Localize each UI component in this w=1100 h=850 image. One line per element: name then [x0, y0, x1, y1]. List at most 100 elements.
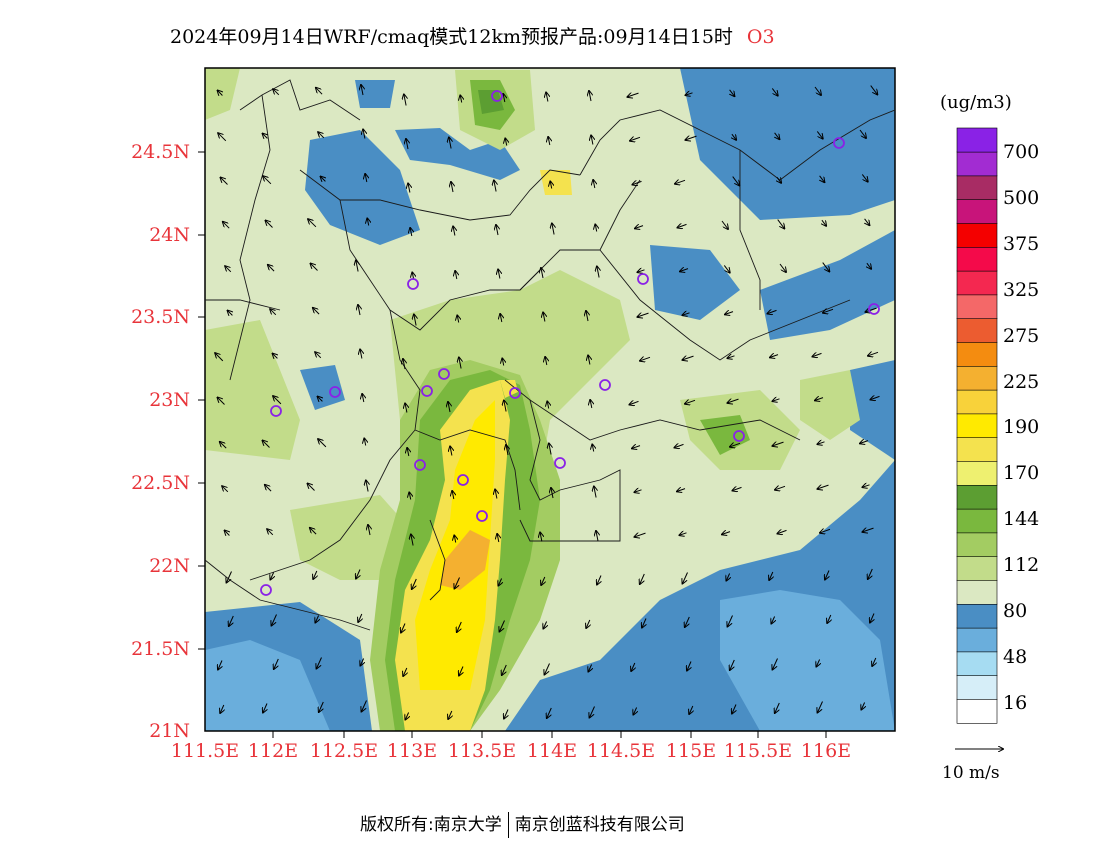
colorbar-swatch [956, 698, 998, 724]
wind-arrow [822, 262, 830, 272]
wind-arrow [593, 180, 595, 189]
wind-arrow [263, 703, 267, 713]
colorbar-label: 500 [1003, 187, 1040, 209]
colorbar-swatch [956, 556, 998, 581]
wind-arrow [686, 136, 697, 140]
lon-label: 114E [526, 740, 578, 762]
wind-arrow [861, 174, 867, 181]
colorbar-label: 325 [1003, 279, 1040, 301]
wind-arrow [270, 572, 273, 580]
wind-arrow [638, 270, 645, 272]
wind-arrow [408, 184, 410, 193]
wind-arrow [816, 131, 822, 138]
wind-arrow [503, 94, 505, 103]
colorbar-swatch [956, 603, 998, 629]
wind-arrow [459, 358, 461, 369]
wind-arrow [274, 658, 279, 669]
station-marker [599, 379, 611, 391]
wind-arrow [870, 85, 878, 95]
wind-arrow [773, 658, 778, 670]
colorbar-swatch [956, 413, 998, 439]
lat-label: 21N [149, 720, 190, 742]
blob-mid-east [650, 245, 740, 320]
wind-arrow [859, 129, 866, 138]
wind-arrow [506, 445, 508, 456]
wind-arrow [586, 311, 588, 322]
wind-arrow [687, 661, 691, 671]
wind-arrow [588, 664, 591, 672]
wind-arrow [778, 530, 787, 533]
lat-label: 22.5N [131, 472, 190, 494]
lat-label: 22N [149, 555, 190, 577]
wind-arrow [270, 309, 277, 316]
wind-arrow [638, 313, 649, 317]
wind-arrow [358, 613, 362, 622]
wind-arrow [218, 398, 225, 405]
wind-arrow [820, 175, 825, 182]
wind-arrow [545, 357, 547, 366]
wind-arrow [318, 439, 327, 448]
wind-arrow [861, 702, 864, 710]
wind-arrow [683, 313, 690, 315]
lon-label: 111.5E [170, 740, 240, 762]
wind-arrow [273, 396, 282, 405]
wind-arrow [450, 447, 452, 456]
wind-arrow [364, 439, 365, 446]
boundary-14 [429, 519, 446, 601]
wind-arrow [316, 88, 323, 95]
wind-arrow [775, 702, 780, 713]
wind-arrow [365, 174, 367, 183]
wind-arrow [633, 707, 636, 715]
boundary-12 [414, 429, 521, 511]
wind-arrow [273, 89, 280, 96]
colorbar-label: 112 [1003, 554, 1040, 576]
station-marker [414, 459, 426, 471]
wind-arrow [675, 180, 686, 184]
wind-arrow [723, 265, 729, 272]
colorbar-swatch [956, 365, 998, 391]
wind-arrow [630, 401, 639, 404]
wind-arrow [770, 355, 779, 358]
lon-label: 116E [800, 740, 852, 762]
boundary-3 [299, 169, 581, 221]
colorbar-swatch [956, 508, 998, 534]
wind-arrow [502, 359, 503, 366]
wind-arrow [405, 404, 407, 413]
sea-region-se-light [720, 590, 895, 731]
boundary-8 [599, 249, 851, 361]
wind-arrow [777, 219, 785, 229]
wind-arrow [313, 570, 317, 579]
wind-arrow [590, 400, 592, 409]
wind-arrow [818, 485, 829, 489]
wind-arrow [633, 181, 642, 184]
colorbar-swatch [956, 532, 998, 557]
wind-arrow [319, 701, 324, 712]
lg-west [205, 320, 300, 460]
wind-arrow [590, 706, 595, 718]
wind-arrow [827, 614, 831, 623]
yellow-small-north [540, 170, 572, 195]
wind-arrow [640, 357, 651, 361]
station-marker [868, 303, 880, 315]
lg-east-2 [800, 370, 860, 440]
colorbar-swatch [956, 151, 998, 177]
colorbar-swatch [956, 389, 998, 415]
wind-arrow [406, 139, 408, 150]
colorbar-unit: (ug/m3) [940, 92, 1012, 113]
wind-arrow [540, 533, 542, 542]
wind-arrow [732, 704, 736, 714]
wind-arrow [455, 577, 460, 589]
wind-arrow [407, 448, 409, 457]
colorbar-swatch [956, 460, 998, 486]
wind-arrow [454, 536, 455, 543]
wind-arrow [642, 618, 646, 628]
lat-label: 23.5N [131, 306, 190, 328]
wind-arrow [457, 316, 458, 323]
sea-region-sw-light [205, 640, 330, 731]
wind-arrow [680, 269, 689, 272]
wind-arrow [860, 441, 869, 444]
wind-arrow [403, 359, 405, 370]
lon-label: 115.5E [723, 740, 793, 762]
wind-arrow [268, 265, 275, 272]
wind-arrow [865, 218, 870, 225]
